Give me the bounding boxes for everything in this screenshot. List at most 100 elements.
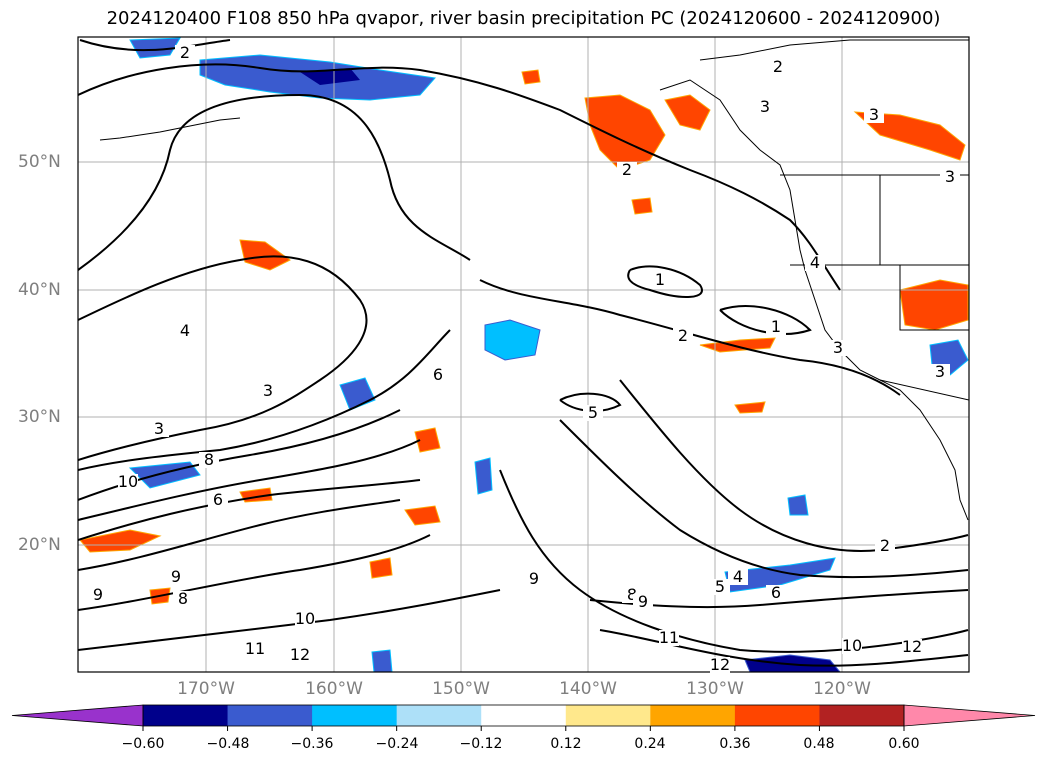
contour-label: 1 — [771, 317, 781, 336]
colorbar-cell — [734, 705, 820, 726]
grid-lines — [78, 37, 969, 672]
contour-label: 9 — [171, 567, 181, 586]
contour-label: 9 — [93, 585, 103, 604]
contour-label: 10 — [118, 472, 138, 491]
contour-label-bg — [617, 162, 637, 178]
contour-label: 11 — [659, 628, 679, 647]
contour-label: 3 — [263, 381, 273, 400]
contour-label-bg — [258, 383, 278, 399]
contour-label-bg — [173, 591, 193, 607]
contour-label: 12 — [710, 655, 730, 674]
contour-label-bg — [166, 569, 186, 585]
contour-label: 10 — [842, 636, 862, 655]
contour-label-bg — [650, 272, 670, 288]
colorbar-cell — [227, 705, 313, 726]
contour-label: 3 — [945, 167, 955, 186]
colorbar-tick-label: 0.60 — [888, 736, 920, 752]
lon-label-150w: 150°W — [432, 679, 490, 699]
contour-label-bg — [659, 630, 679, 646]
contour-label-bg — [766, 585, 786, 601]
coastlines — [99, 39, 969, 521]
colorbar-tick-label: 0.12 — [550, 736, 582, 752]
lat-label-40n: 40°N — [18, 280, 61, 300]
contour-label: 8 — [178, 589, 188, 608]
contour-label: 1 — [655, 270, 665, 289]
colorbar-cell — [396, 705, 482, 726]
lon-label-160w: 160°W — [305, 679, 363, 699]
contour-label-bg — [864, 107, 884, 123]
colorbar-tick-label: −0.12 — [459, 736, 503, 752]
contour-label: 3 — [869, 105, 879, 124]
contour-label-bg — [199, 452, 219, 468]
contour-label: 2 — [880, 536, 890, 555]
contour-label: 5 — [715, 577, 725, 596]
colorbar-tick-label: −0.48 — [206, 736, 250, 752]
contour-label: 11 — [245, 639, 265, 658]
lat-label-30n: 30°N — [18, 407, 61, 427]
contour-label: 4 — [180, 321, 190, 340]
contour-label: 9 — [529, 569, 539, 588]
contour-label: 2 — [773, 57, 783, 76]
colorbar-tick-label: 0.36 — [719, 736, 751, 752]
page-title: 2024120400 F108 850 hPa qvapor, river ba… — [106, 8, 941, 29]
contour-label: 8 — [204, 450, 214, 469]
contour-label-bg — [842, 638, 862, 654]
contour-label: 9 — [638, 592, 648, 611]
lat-label-20n: 20°N — [18, 535, 61, 555]
contour-label-bg — [149, 421, 169, 437]
contour-label: 10 — [295, 609, 315, 628]
contour-label-bg — [524, 571, 544, 587]
contour-label-bg — [175, 323, 195, 339]
contour-label: 8 — [627, 585, 637, 604]
contour-label-bg — [930, 364, 950, 380]
colorbar-cell — [650, 705, 736, 726]
contour-label: 3 — [935, 362, 945, 381]
contour-label-bg — [805, 255, 825, 271]
contour-label: 6 — [771, 583, 781, 602]
colorbar-tick-label: −0.36 — [290, 736, 334, 752]
colorbar-cell — [565, 705, 651, 726]
contour-label-bg — [245, 641, 265, 657]
colorbar-tick-label: −0.24 — [375, 736, 419, 752]
contour-label-bg — [940, 169, 960, 185]
contour-label: 12 — [290, 645, 310, 664]
contour-label: 12 — [902, 637, 922, 656]
colorbar-cell — [819, 705, 905, 726]
colorbar-tick-label: −0.60 — [121, 736, 165, 752]
contour-label: 5 — [588, 403, 598, 422]
contour-label-bg — [710, 579, 730, 595]
colorbar-tick-label: 0.24 — [634, 736, 666, 752]
contour-label-bg — [768, 59, 788, 75]
colorbar-cell — [312, 705, 398, 726]
contour-label-bg — [633, 594, 653, 610]
lon-label-120w: 120°W — [813, 679, 871, 699]
contour-label-bg — [88, 587, 108, 603]
contour-label: 4 — [810, 253, 820, 272]
contour-label: 3 — [154, 419, 164, 438]
contour-label-bg — [710, 657, 730, 673]
contour-label: 3 — [760, 97, 770, 116]
contour-label: 3 — [833, 338, 843, 357]
lon-label-130w: 130°W — [686, 679, 744, 699]
contour-label: 6 — [213, 490, 223, 509]
contour-label: 2 — [622, 160, 632, 179]
colorbar-tick-label: 0.48 — [803, 736, 835, 752]
colorbar-right-extend-icon — [903, 704, 1036, 727]
contour-label: 4 — [733, 567, 743, 586]
lon-label-170w: 170°W — [177, 679, 235, 699]
contour-label-bg — [583, 405, 603, 421]
contour-label-bg — [118, 474, 138, 490]
contour-label-bg — [175, 45, 195, 61]
contour-label-bg — [828, 340, 848, 356]
contour-label-bg — [902, 639, 922, 655]
contour-label-bg — [673, 328, 693, 344]
contour-label-bg — [755, 99, 775, 115]
contour-label-bg — [766, 319, 786, 335]
precip-patches — [79, 37, 969, 672]
contour-label: 6 — [433, 365, 443, 384]
lon-label-140w: 140°W — [559, 679, 617, 699]
contour-label: 2 — [678, 326, 688, 345]
contour-label-bg — [428, 367, 448, 383]
